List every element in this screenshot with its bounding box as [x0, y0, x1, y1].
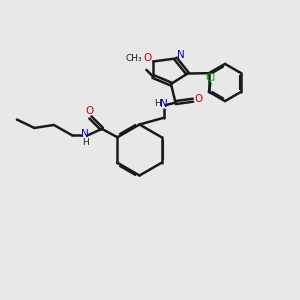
Text: N: N [160, 99, 168, 109]
Text: Cl: Cl [205, 73, 216, 83]
Text: CH₃: CH₃ [126, 54, 142, 63]
Text: H: H [82, 137, 89, 146]
Text: O: O [143, 53, 152, 63]
Text: N: N [177, 50, 184, 60]
Text: O: O [85, 106, 94, 116]
Text: N: N [81, 129, 89, 139]
Text: O: O [195, 94, 203, 104]
Text: H: H [154, 99, 161, 108]
